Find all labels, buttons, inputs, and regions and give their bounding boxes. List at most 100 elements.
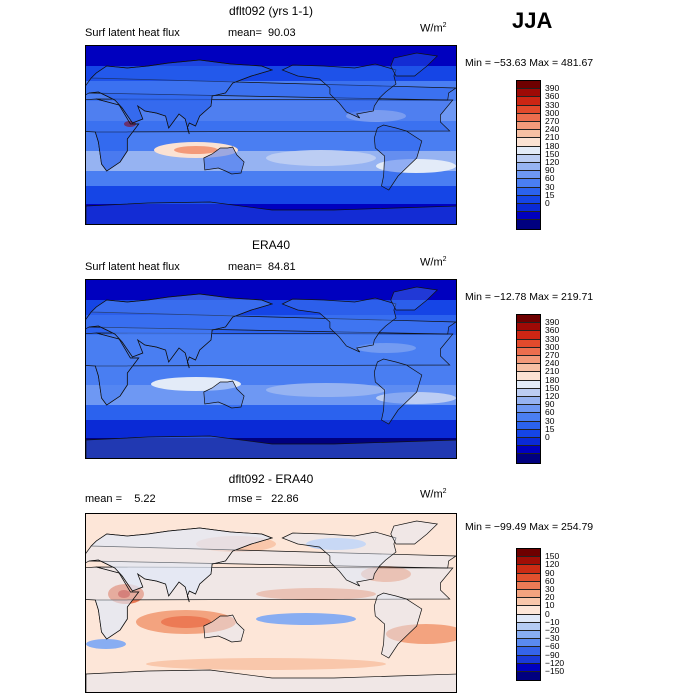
colorbar-tick-label: −10	[545, 616, 560, 627]
colorbar-segment	[517, 89, 540, 98]
continent-australia	[203, 380, 245, 409]
panel-1-minmax: Min = −53.63 Max = 481.67	[465, 57, 594, 69]
colorbar-segment	[517, 113, 540, 122]
colorbar-tick-label: 360	[545, 91, 560, 102]
colorbar-segment	[517, 130, 540, 139]
colorbar-segment	[517, 154, 540, 163]
continent-antarctica	[86, 201, 456, 224]
continent-africa-wrap	[86, 566, 140, 640]
field-cell	[86, 121, 456, 151]
panel-1-title: dflt092 (yrs 1-1)	[228, 4, 314, 18]
panel-2-minmax: Min = −12.78 Max = 219.71	[465, 291, 594, 303]
colorbar-tick-label: 0	[545, 608, 550, 619]
colorbar-segment	[517, 105, 540, 114]
continent-eurasia-wrap	[86, 293, 274, 369]
colorbar-segment	[517, 122, 540, 131]
colorbar-tick-label: 60	[545, 407, 555, 418]
colorbar-segment	[517, 179, 540, 188]
colorbar-tick-label: −120	[545, 657, 565, 668]
continent-greenland	[390, 286, 439, 311]
colorbar-segment	[517, 639, 540, 648]
colorbar-segment	[517, 549, 540, 558]
field-contour	[256, 613, 356, 625]
colorbar-segment	[517, 429, 540, 438]
field-contour	[174, 146, 218, 154]
colorbar-segment	[517, 204, 540, 213]
field-cell	[86, 280, 456, 300]
field-cell	[86, 355, 456, 385]
field-cell	[86, 66, 456, 81]
panel-2-variable-label: Surf latent heat flux	[85, 261, 180, 273]
colorbar-tick-label: 180	[545, 374, 560, 385]
colorbar-tick-label: 180	[545, 140, 560, 151]
colorbar-tick-label: 210	[545, 132, 560, 143]
colorbar-tick-label: 240	[545, 124, 560, 135]
colorbar-segment	[517, 663, 540, 672]
colorbar-segment	[517, 557, 540, 566]
colorbar-tick-label: 90	[545, 399, 555, 410]
continent-eurasia-wrap	[86, 59, 274, 135]
panel-3-rmse-label: rmse = 22.86	[228, 493, 299, 505]
colorbar-tick-label: 240	[545, 358, 560, 369]
colorbar-segment	[517, 622, 540, 631]
continent-antarctica	[86, 435, 456, 458]
field-cell	[86, 171, 456, 186]
colorbar-tick-label: 30	[545, 181, 555, 192]
colorbar-segment	[517, 631, 540, 640]
panel-3-title: dflt092 - ERA40	[228, 472, 314, 486]
colorbar-tick-label: 390	[545, 83, 560, 94]
continent-namerica	[281, 531, 397, 587]
colorbar-tick-label: 330	[545, 333, 560, 344]
colorbar-tick-label: 300	[545, 341, 560, 352]
colorbar-tick-label: 300	[545, 107, 560, 118]
field-contour	[256, 588, 376, 600]
colorbar-segment	[517, 146, 540, 155]
panel-3-map	[85, 513, 457, 693]
field-contour	[86, 639, 126, 649]
colorbar-segment	[517, 220, 540, 229]
colorbar-segment	[517, 372, 540, 381]
colorbar-segment	[517, 97, 540, 106]
colorbar-segment	[517, 364, 540, 373]
field-contour	[161, 616, 211, 628]
colorbar-tick-label: 10	[545, 600, 555, 611]
colorbar-tick-label: 15	[545, 423, 555, 434]
panel-1-units: W/m2	[420, 22, 447, 35]
colorbar-segment	[517, 212, 540, 221]
colorbar-segment	[517, 438, 540, 447]
field-contour	[146, 658, 386, 670]
colorbar-segment	[517, 81, 540, 90]
colorbar-segment	[517, 590, 540, 599]
colorbar-segment	[517, 323, 540, 332]
field-contour	[376, 159, 456, 173]
continent-africa-wrap	[86, 98, 140, 172]
colorbar-segment	[517, 195, 540, 204]
colorbar-tick-label: 270	[545, 116, 560, 126]
colorbar-tick-label: 0	[545, 432, 550, 442]
colorbar-segment	[517, 380, 540, 389]
colorbar-tick-label: 60	[545, 173, 555, 184]
colorbar-tick-label: 20	[545, 592, 555, 603]
panel-2-mean-label: mean= 84.81	[228, 261, 296, 273]
colorbar-segment	[517, 573, 540, 582]
colorbar-segment	[517, 315, 540, 324]
colorbar-segment	[517, 405, 540, 414]
field-cell	[86, 420, 456, 438]
field-contour	[196, 536, 276, 552]
continent-africa-wrap	[86, 332, 140, 406]
colorbar-tick-label: −20	[545, 625, 560, 635]
field-cell	[86, 405, 456, 420]
colorbar-tick-label: 150	[545, 382, 560, 393]
colorbar-segment	[517, 581, 540, 590]
continent-greenland	[390, 52, 439, 77]
field-contour	[151, 377, 241, 391]
panel-3-minmax: Min = −99.49 Max = 254.79	[465, 521, 594, 533]
colorbar-segment	[517, 672, 540, 681]
colorbar-tick-label: 30	[545, 584, 555, 594]
colorbar-tick-label: 120	[545, 157, 560, 167]
colorbar-tick-label: 15	[545, 189, 555, 200]
field-cell	[86, 300, 456, 315]
colorbar-tick-label: 150	[545, 551, 560, 562]
colorbar-tick-label: −150	[545, 666, 565, 676]
colorbar-tick-label: 150	[545, 148, 560, 159]
